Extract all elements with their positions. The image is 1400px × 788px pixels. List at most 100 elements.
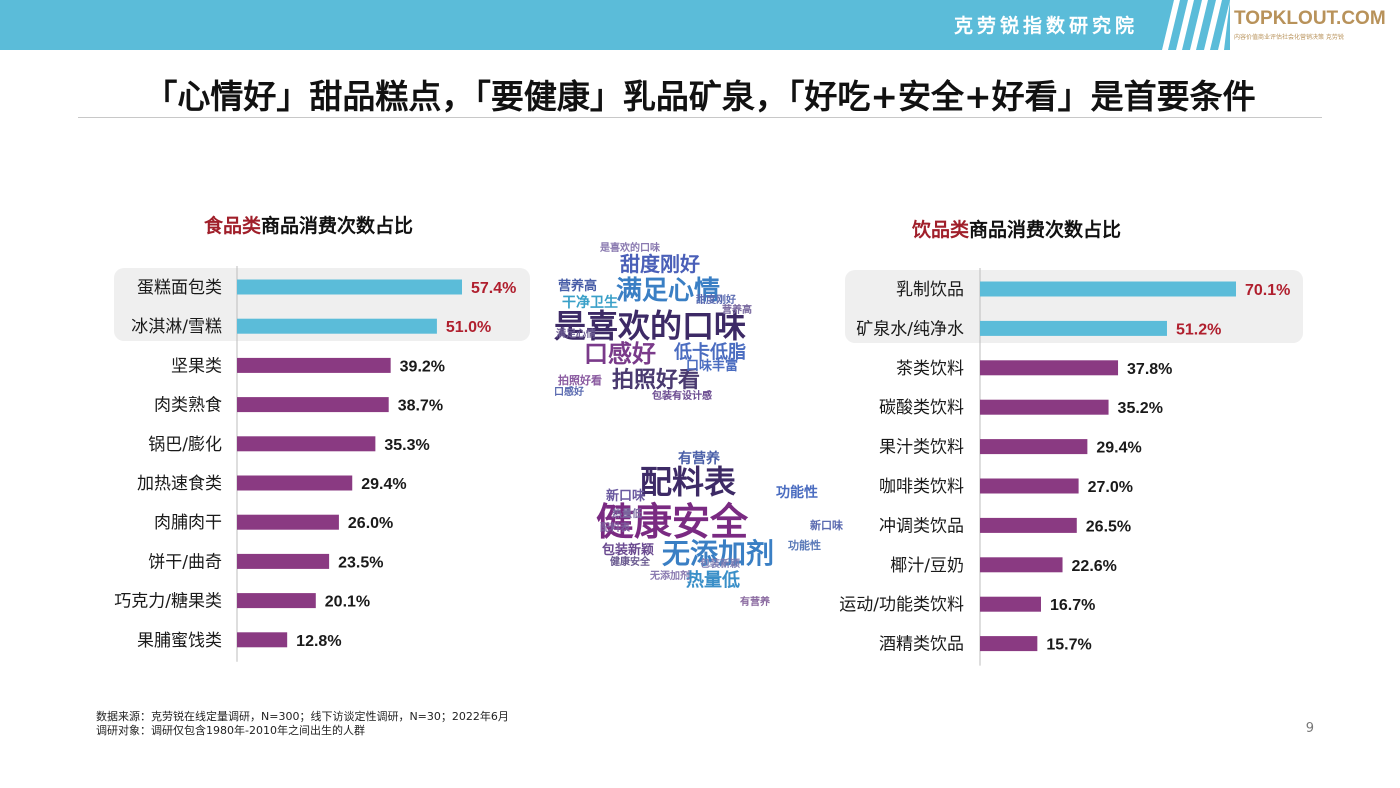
food-category-label: 坚果类	[171, 356, 222, 376]
drink-bar	[980, 281, 1236, 297]
food-value-label: 12.8%	[296, 633, 341, 650]
word-cloud-term: 拍照好看	[558, 374, 602, 387]
drink-value-label: 16.7%	[1050, 597, 1095, 614]
drink-category-label: 果汁类饮料	[879, 438, 964, 458]
drink-value-label: 51.2%	[1176, 321, 1221, 338]
word-cloud-term: 低卡低脂	[674, 342, 746, 363]
drink-value-label: 70.1%	[1245, 282, 1290, 299]
food-bar	[237, 514, 339, 530]
page-number: 9	[1305, 721, 1314, 736]
food-bar	[237, 357, 391, 373]
food-bar	[237, 436, 376, 452]
drink-bar	[980, 636, 1038, 652]
food-category-label: 肉脯肉干	[154, 513, 222, 533]
drink-bar	[980, 517, 1077, 533]
food-category-label: 加热速食类	[137, 474, 222, 494]
food-value-label: 39.2%	[400, 358, 445, 375]
drink-value-label: 29.4%	[1096, 440, 1141, 457]
word-cloud-term: 干净卫生	[562, 295, 618, 311]
word-cloud-term: 配料表	[640, 463, 737, 501]
food-category-label: 饼干/曲奇	[148, 552, 222, 572]
word-cloud-term: 营养高	[558, 279, 598, 294]
drink-bar	[980, 557, 1063, 573]
food-bar	[237, 553, 330, 569]
drink-category-label: 冲调类饮品	[879, 516, 964, 536]
drink-bar	[980, 478, 1079, 494]
drink-value-label: 26.5%	[1086, 518, 1131, 535]
survey-subject-note: 调研对象：调研仅包含1980年-2010年之间出生的人群	[96, 724, 365, 737]
word-cloud-term: 有营养	[678, 451, 720, 467]
left-chart-title-highlight: 食品类	[204, 215, 262, 237]
word-cloud-term: 满足心情	[556, 329, 596, 340]
word-cloud-term: 功能性	[776, 485, 818, 501]
title-divider	[78, 117, 1322, 118]
word-cloud-food: 是喜欢的口味 满足心情 甜度刚好 口感好 拍照好看 低卡低脂 干净卫生 营养高 口味丰富 包装有设…	[540, 240, 800, 425]
food-category-label: 冰淇淋/雪糕	[131, 317, 222, 337]
drink-bar	[980, 320, 1167, 336]
right-chart-title-highlight: 饮品类	[912, 219, 970, 241]
drink-bar	[980, 596, 1041, 612]
food-value-label: 57.4%	[471, 280, 516, 297]
food-category-label: 肉类熟食	[154, 395, 222, 416]
left-chart-title-rest: 商品消费次数占比	[261, 215, 414, 237]
drink-category-label: 运动/功能类饮料	[839, 595, 964, 615]
food-bar	[237, 279, 462, 295]
right-chart-title: 饮品类商品消费次数占比	[912, 215, 1121, 242]
food-category-label: 果脯蜜饯类	[137, 631, 222, 651]
drink-category-label: 茶类饮料	[896, 359, 964, 379]
food-value-label: 26.0%	[348, 515, 393, 532]
word-cloud-drinks: 健康安全 配料表 无添加剂 有营养 功能性 热量低 包装新颖 新口味 配料表 新口味 功能性 热量低无…	[590, 448, 850, 628]
food-category-label: 锅巴/膨化	[148, 435, 222, 455]
word-cloud-term: 热量低	[686, 570, 740, 591]
food-value-label: 38.7%	[398, 398, 443, 415]
word-cloud-term: 无添加剂	[650, 571, 690, 582]
word-cloud-term: 包装新颖	[602, 543, 655, 558]
word-cloud-term: 拍照好看	[612, 368, 701, 393]
drink-category-label: 椰汁/豆奶	[890, 556, 964, 576]
food-value-label: 20.1%	[325, 594, 370, 611]
drink-category-label: 咖啡类饮料	[879, 477, 964, 497]
word-cloud-term: 口味丰富	[686, 359, 739, 374]
word-cloud-term: 是喜欢的口味	[554, 307, 747, 345]
word-cloud-term: 有营养	[740, 597, 770, 608]
drink-category-label: 碳酸类饮料	[879, 398, 964, 418]
drink-category-label: 矿泉水/纯净水	[856, 319, 964, 339]
topklout-logo: TOPKLOUT.COM 内容价值商业评估社会化营销决策 克劳锐	[1230, 0, 1400, 50]
word-cloud-term: 甜度刚好	[620, 252, 700, 276]
food-bar	[237, 593, 316, 609]
drink-bar	[980, 360, 1119, 376]
drink-category-label: 酒精类饮品	[879, 635, 964, 655]
brand-name: 克劳锐指数研究院	[953, 15, 1138, 37]
decorative-stripes	[1162, 0, 1230, 50]
word-cloud-term: 无添加剂	[662, 537, 775, 570]
drink-value-label: 22.6%	[1072, 558, 1117, 575]
food-category-label: 巧克力/糖果类	[114, 592, 222, 612]
word-cloud-term: 包装新颖	[700, 559, 740, 570]
word-cloud-term: 口感好	[584, 340, 656, 368]
food-bar	[237, 475, 353, 491]
word-cloud-term: 配料表	[600, 523, 630, 534]
logo-text: TOPKLOUT.COM	[1234, 8, 1386, 29]
drink-category-label: 乳制饮品	[896, 280, 964, 300]
food-value-label: 35.3%	[384, 437, 429, 454]
drink-bar	[980, 439, 1088, 455]
word-cloud-term: 营养高	[722, 305, 752, 316]
word-cloud-term: 满足心情	[616, 276, 721, 306]
left-chart-title: 食品类商品消费次数占比	[204, 211, 413, 238]
drink-bar	[980, 399, 1109, 415]
page-title: 「心情好」甜品糕点，「要健康」乳品矿泉，「好吃+安全+好看」是首要条件	[144, 77, 1256, 116]
word-cloud-term: 包装有设计感	[652, 391, 712, 402]
drink-value-label: 37.8%	[1127, 361, 1172, 378]
word-cloud-term: 新口味	[810, 519, 843, 532]
word-cloud-term: 口感好	[554, 387, 584, 398]
food-bar	[237, 318, 437, 334]
logo-subtext: 内容价值商业评估社会化营销决策 克劳锐	[1234, 34, 1344, 41]
food-value-label: 51.0%	[446, 319, 491, 336]
food-bar	[237, 397, 389, 413]
data-source-note: 数据来源：克劳锐在线定量调研，N=300；线下访谈定性调研，N=30；2022年…	[96, 710, 509, 723]
food-category-label: 蛋糕面包类	[137, 278, 222, 298]
drink-value-label: 15.7%	[1046, 637, 1091, 654]
food-value-label: 29.4%	[361, 476, 406, 493]
food-bar	[237, 632, 288, 648]
